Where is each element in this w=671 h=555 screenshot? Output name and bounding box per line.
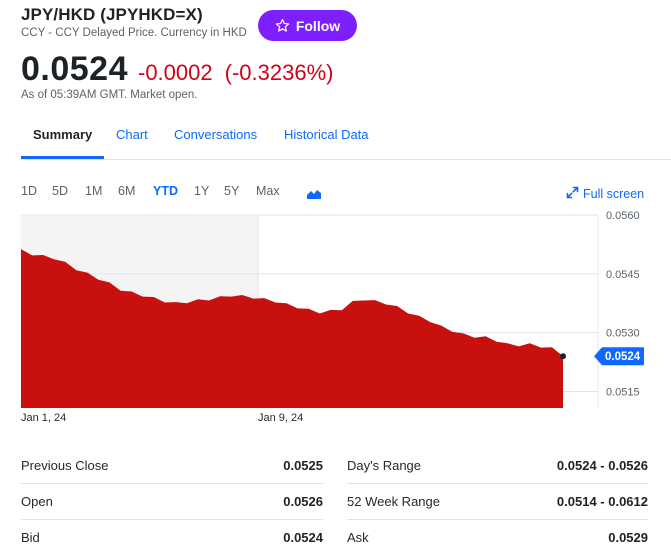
stat-row-52-week-range: 52 Week Range 0.0514 - 0.0612 xyxy=(347,484,648,520)
price-change-percent: (-0.3236%) xyxy=(224,60,334,85)
current-price-badge-label: 0.0524 xyxy=(605,351,641,363)
range-ytd[interactable]: YTD xyxy=(153,184,178,198)
stat-row-previous-close: Previous Close 0.0525 xyxy=(21,448,323,484)
tab-chart[interactable]: Chart xyxy=(116,127,148,142)
x-tick-label: Jan 9, 24 xyxy=(258,412,303,424)
follow-label: Follow xyxy=(295,17,341,34)
y-tick-label: 0.0545 xyxy=(606,269,640,281)
quote-tabs: Summary Chart Conversations Historical D… xyxy=(21,127,671,160)
price-change: -0.0002 xyxy=(138,60,213,85)
active-tab-indicator xyxy=(21,156,104,159)
stat-value: 0.0526 xyxy=(283,494,323,509)
expand-arrows-icon xyxy=(566,186,579,202)
stat-value: 0.0529 xyxy=(608,530,648,545)
stat-value: 0.0524 xyxy=(283,530,323,545)
stat-label: Ask xyxy=(347,530,369,545)
price-area-series xyxy=(21,249,563,408)
y-tick-label: 0.0560 xyxy=(606,210,640,222)
market-status: As of 05:39AM GMT. Market open. xyxy=(21,89,198,101)
quote-title: JPY/HKD (JPYHKD=X) xyxy=(21,5,203,24)
full-screen-label: Full screen xyxy=(583,187,645,201)
full-screen-button[interactable]: Full screen xyxy=(566,186,644,202)
range-1d[interactable]: 1D xyxy=(21,184,37,198)
mountain-chart-icon[interactable] xyxy=(307,186,321,204)
stat-row-ask: Ask 0.0529 xyxy=(347,520,648,555)
stat-value: 0.0524 - 0.0526 xyxy=(556,458,648,473)
stat-label: Previous Close xyxy=(21,458,109,473)
range-5y[interactable]: 5Y xyxy=(224,184,240,198)
range-6m[interactable]: 6M xyxy=(118,184,136,198)
y-tick-label: 0.0515 xyxy=(606,387,640,399)
stat-value: 0.0514 - 0.0612 xyxy=(556,494,648,509)
range-1y[interactable]: 1Y xyxy=(194,184,210,198)
stat-row-days-range: Day's Range 0.0524 - 0.0526 xyxy=(347,448,648,484)
stat-label: Bid xyxy=(21,530,40,545)
tab-summary[interactable]: Summary xyxy=(33,127,93,142)
price-row: 0.0524 -0.0002 (-0.3236%) xyxy=(21,50,333,89)
stat-row-bid: Bid 0.0524 xyxy=(21,520,323,555)
follow-button[interactable]: Follow xyxy=(258,10,357,41)
quote-subtitle: CCY - CCY Delayed Price. Currency in HKD xyxy=(21,27,247,39)
range-1m[interactable]: 1M xyxy=(85,184,103,198)
tab-conversations[interactable]: Conversations xyxy=(174,127,258,142)
tab-historical-data[interactable]: Historical Data xyxy=(284,127,369,142)
stat-label: Open xyxy=(21,494,53,509)
current-price: 0.0524 xyxy=(21,50,128,88)
star-icon xyxy=(275,18,290,33)
price-chart[interactable]: 0.0560 0.0545 0.0530 0.0515 Jan 1, 24 Jan 9,… xyxy=(0,205,671,430)
stat-row-open: Open 0.0526 xyxy=(21,484,323,520)
last-price-point xyxy=(560,353,566,360)
range-max[interactable]: Max xyxy=(256,184,280,198)
y-tick-label: 0.0530 xyxy=(606,328,640,340)
stat-label: Day's Range xyxy=(347,458,422,473)
range-5d[interactable]: 5D xyxy=(52,184,68,198)
stat-label: 52 Week Range xyxy=(347,494,440,509)
x-tick-label: Jan 1, 24 xyxy=(21,412,66,424)
stat-value: 0.0525 xyxy=(283,458,323,473)
current-price-badge: 0.0524 xyxy=(594,347,644,366)
